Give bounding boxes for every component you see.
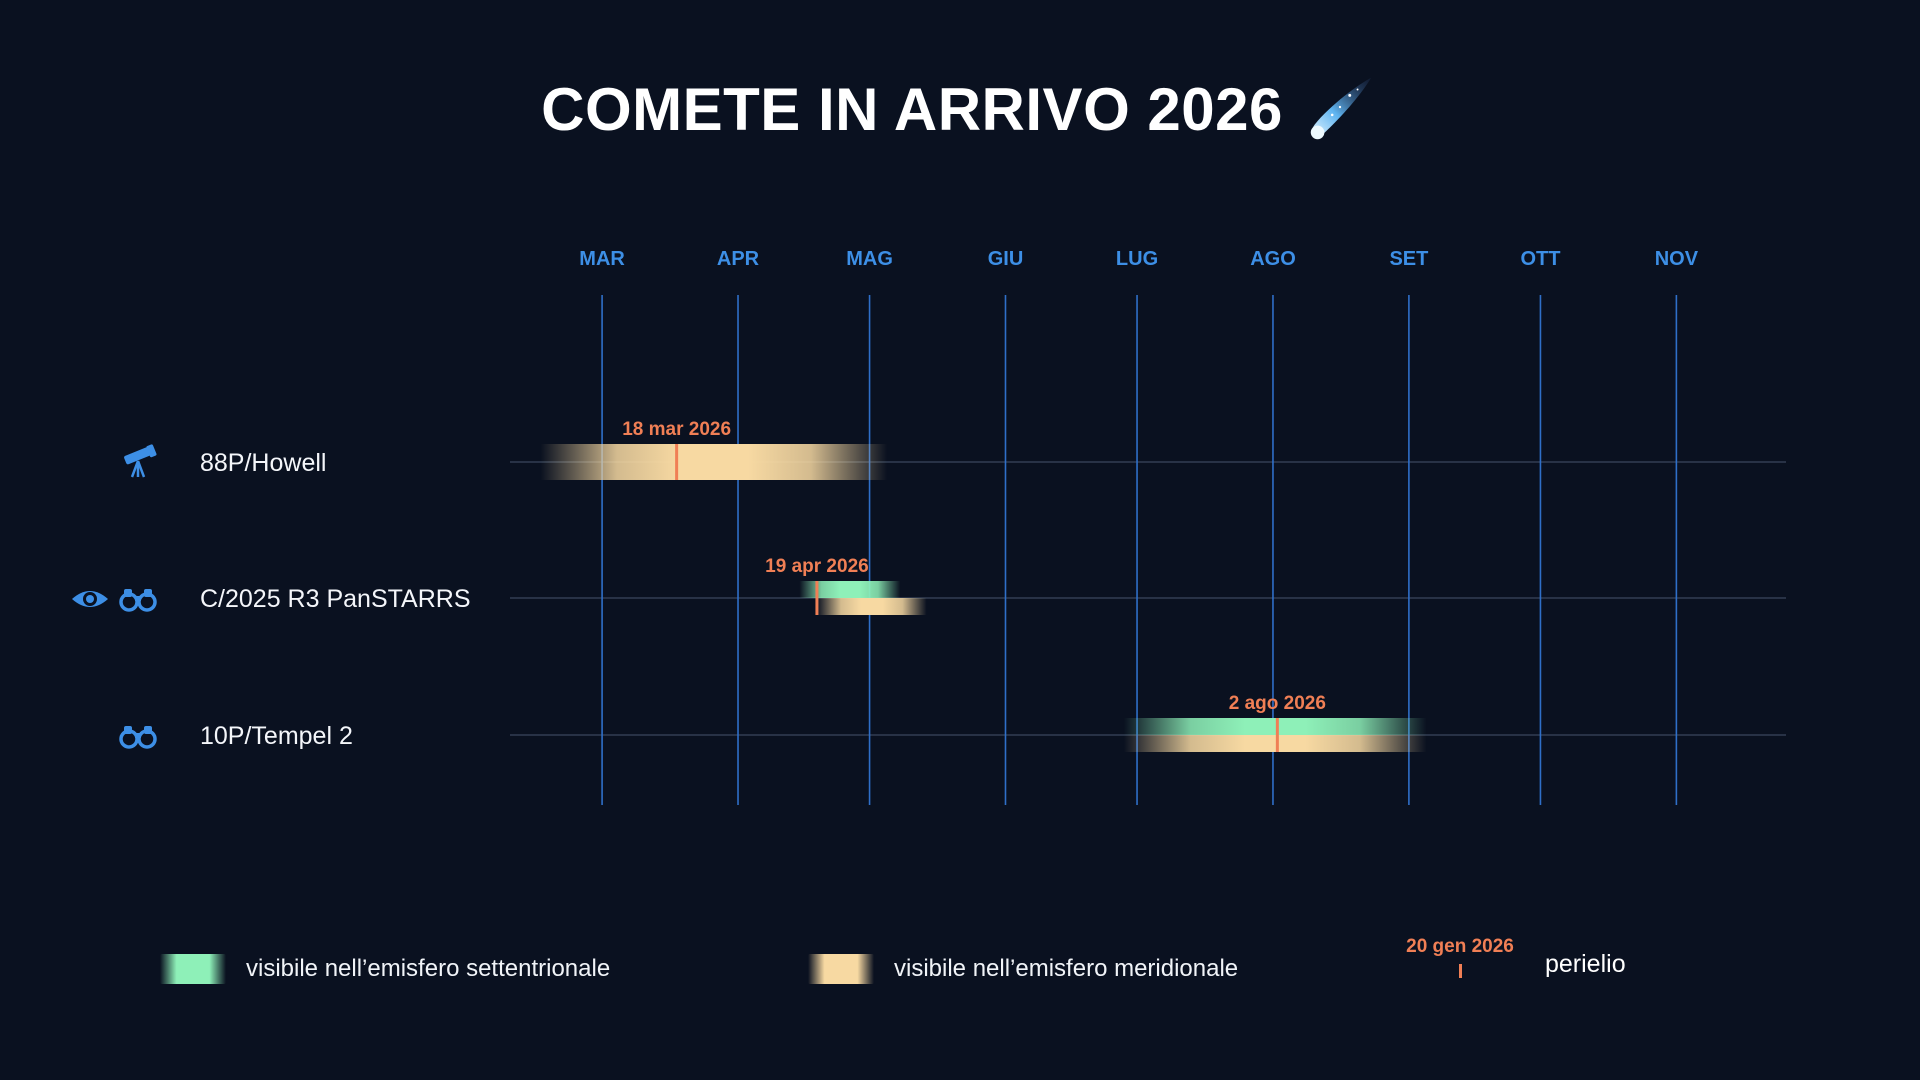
comet-icon [1310, 77, 1372, 140]
binoculars-icon [119, 726, 157, 749]
eye-icon [72, 591, 108, 607]
legend-south: visibile nell’emisfero meridionale [808, 944, 1238, 994]
visibility-bar-north [799, 581, 901, 598]
comet-name-label: C/2025 R3 PanSTARRS [200, 585, 471, 613]
month-tick-label: APR [717, 248, 760, 270]
comet-timeline-chart: MAR APR MAG GIU LUG AGO SET OTT NOV 88P/Howell 18 … [72, 248, 1786, 805]
month-tick-label: SET [1389, 248, 1428, 270]
legend-perihelion-marker: 20 gen 2026 [1400, 936, 1520, 978]
telescope-icon [124, 444, 157, 478]
perihelion-date-label: 18 mar 2026 [622, 419, 731, 440]
visibility-bar-south [816, 598, 927, 615]
perihelion-date-label: 2 ago 2026 [1229, 693, 1326, 714]
visibility-bar-south [540, 444, 888, 480]
title-row: COMETE IN ARRIVO 2026 [0, 70, 1920, 148]
month-tick-label: MAG [846, 248, 893, 270]
legend-south-label: visibile nell’emisfero meridionale [894, 955, 1239, 982]
perihelion-date-label: 19 apr 2026 [765, 556, 869, 577]
legend-north: visibile nell’emisfero settentrionale [160, 944, 610, 994]
month-tick-label: LUG [1116, 248, 1158, 270]
month-tick-label: OTT [1520, 248, 1560, 270]
comet-row: 88P/Howell 18 mar 2026 [124, 419, 888, 480]
visibility-bar-north [1123, 718, 1427, 735]
legend-north-swatch [160, 954, 226, 984]
month-tick-label: GIU [988, 248, 1024, 270]
legend-perihelion-tick [1458, 964, 1462, 978]
month-tick-label: NOV [1655, 248, 1699, 270]
month-tick-label: AGO [1250, 248, 1296, 270]
legend-perihelion-label: perielio [1545, 950, 1626, 978]
comet-row: C/2025 R3 PanSTARRS 19 apr 2026 [72, 556, 927, 615]
binoculars-icon [119, 589, 157, 612]
month-tick-label: MAR [579, 248, 625, 270]
comet-row: 10P/Tempel 2 2 ago 2026 [119, 693, 1427, 752]
legend-perihelion-date: 20 gen 2026 [1406, 936, 1514, 957]
page-title: COMETE IN ARRIVO 2026 [541, 75, 1283, 143]
legend-north-label: visibile nell’emisfero settentrionale [246, 955, 611, 982]
legend-south-swatch [808, 954, 874, 984]
visibility-bar-south [1123, 735, 1427, 752]
comet-name-label: 10P/Tempel 2 [200, 722, 353, 750]
comet-name-label: 88P/Howell [200, 449, 326, 477]
